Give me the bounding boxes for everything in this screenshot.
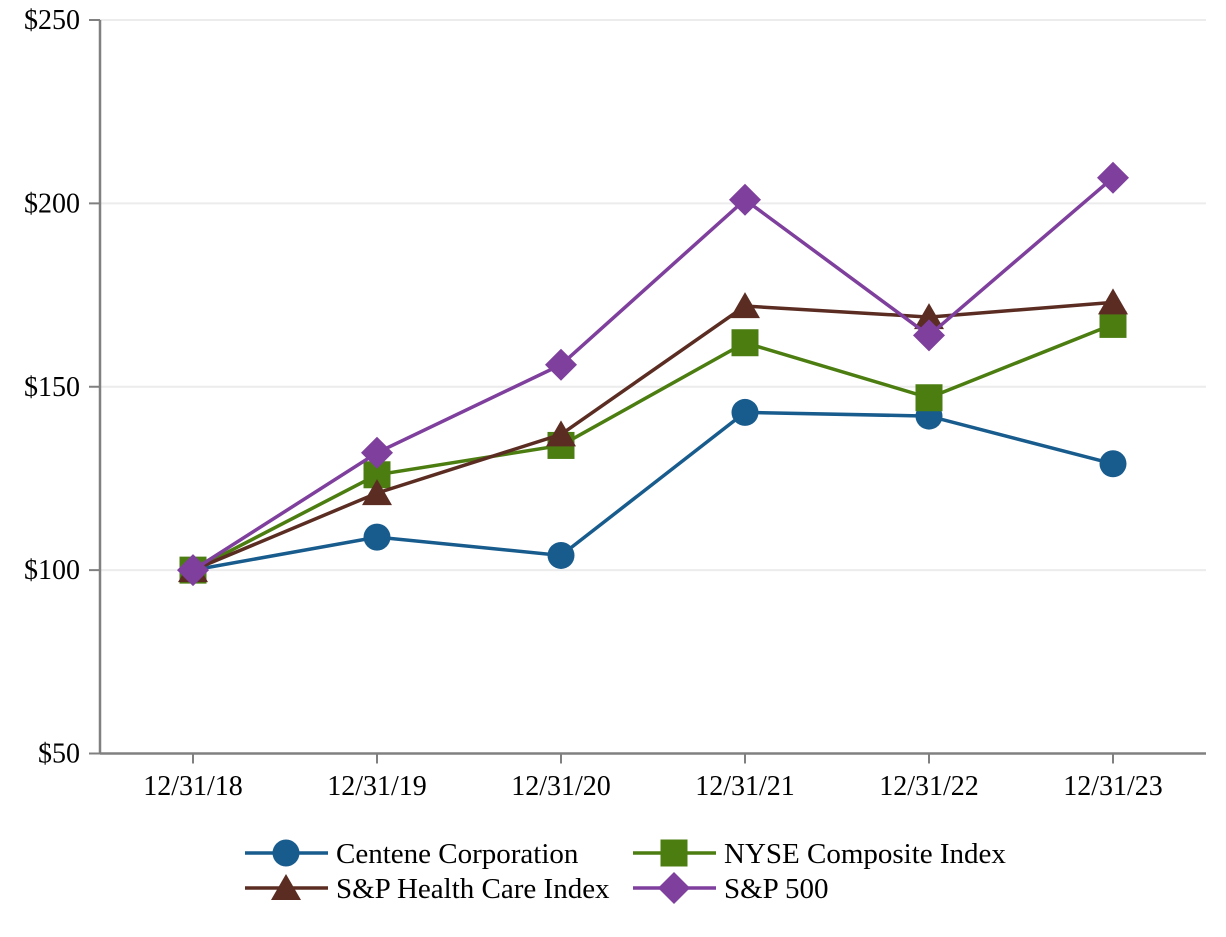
legend-marker-s-p-500 [658, 872, 690, 904]
data-point-s-p-500 [1097, 161, 1129, 194]
legend-label-nyse-composite-index: NYSE Composite Index [724, 838, 1006, 870]
y-axis-tick-label: $150 [24, 372, 80, 403]
series-line-s-p-health-care-index [192, 300, 1114, 572]
y-axis-tick-label: $100 [24, 555, 80, 586]
y-axis-tick-label: $200 [24, 188, 80, 219]
y-axis-tick-label: $250 [24, 5, 80, 36]
x-axis-tick-label: 12/31/20 [511, 771, 611, 802]
data-point-centene-corporation [731, 398, 759, 426]
legend-marker-s-p-health-care-index [271, 874, 301, 900]
data-point-s-p-health-care-index [1098, 288, 1128, 315]
data-point-s-p-health-care-index [730, 292, 760, 319]
data-point-s-p-500 [361, 436, 393, 469]
x-axis-tick-label: 12/31/19 [327, 771, 427, 802]
data-point-nyse-composite-index [731, 329, 759, 357]
data-point-s-p-500 [177, 554, 209, 587]
data-point-s-p-health-care-index [914, 303, 944, 330]
legend-marker-nyse-composite-index [660, 839, 688, 867]
y-axis-tick-label: $50 [38, 739, 80, 770]
data-point-s-p-500 [729, 183, 761, 216]
x-axis-tick-label: 12/31/23 [1063, 771, 1163, 802]
x-axis-tick-label: 12/31/21 [695, 771, 795, 802]
data-point-nyse-composite-index [1099, 310, 1127, 338]
series-line-nyse-composite-index [192, 322, 1114, 572]
series-line-s-p-500 [192, 176, 1115, 572]
x-axis-tick-label: 12/31/18 [143, 771, 243, 802]
legend-marker-centene-corporation [272, 839, 300, 867]
legend-label-centene-corporation: Centene Corporation [336, 838, 579, 870]
x-axis-tick-label: 12/31/22 [879, 771, 979, 802]
data-point-centene-corporation [363, 523, 391, 551]
data-point-s-p-health-care-index [546, 420, 576, 447]
data-point-s-p-500 [913, 319, 945, 352]
data-point-s-p-500 [545, 348, 577, 381]
data-point-centene-corporation [1099, 450, 1127, 478]
series-line-centene-corporation [192, 410, 1114, 572]
data-point-nyse-composite-index [915, 384, 943, 412]
data-point-s-p-health-care-index [362, 479, 392, 506]
legend-label-s-p-500: S&P 500 [724, 873, 829, 905]
legend-label-s-p-health-care-index: S&P Health Care Index [336, 873, 610, 905]
data-point-centene-corporation [547, 541, 575, 569]
